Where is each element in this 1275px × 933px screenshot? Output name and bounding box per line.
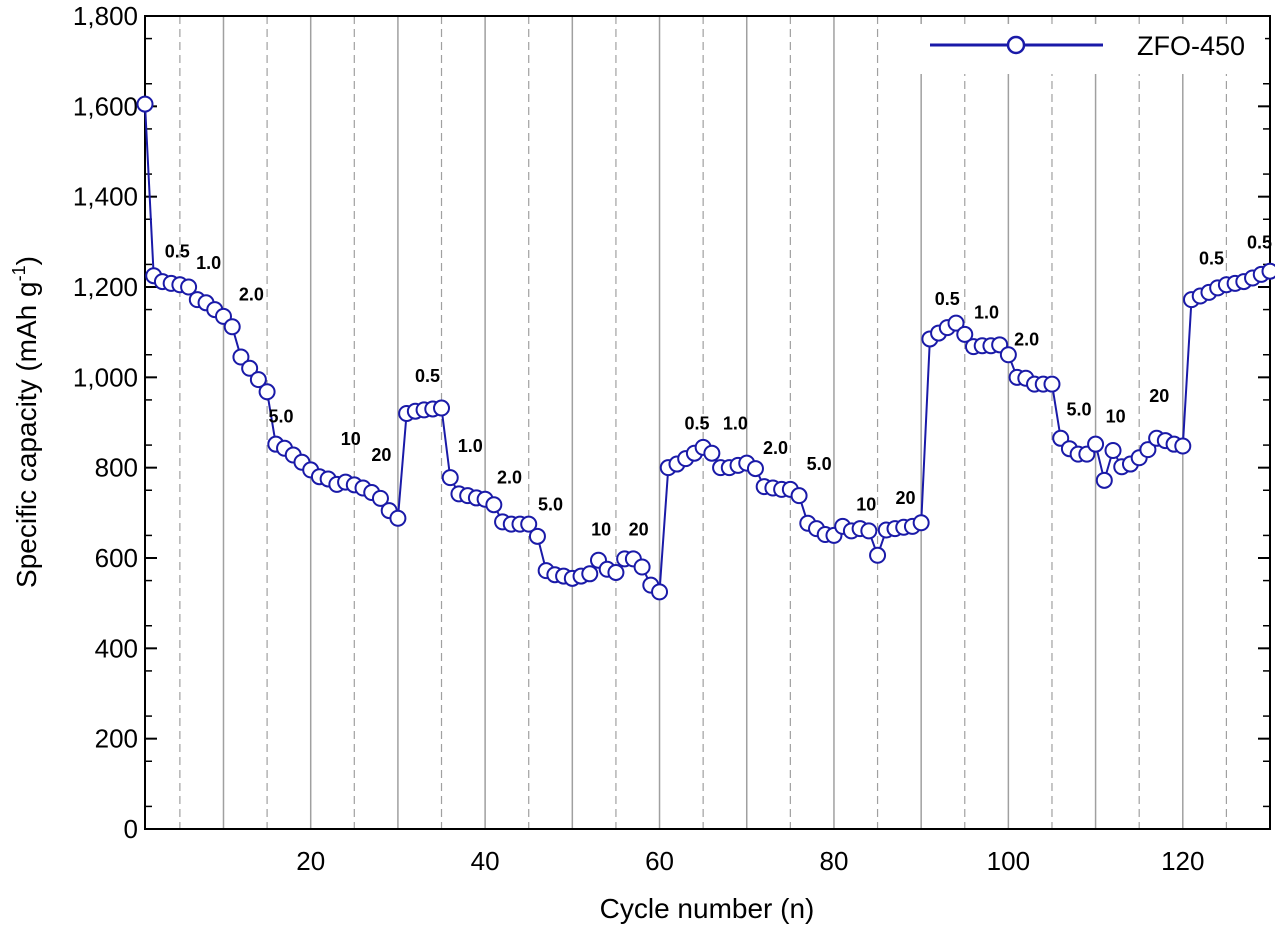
data-point — [581, 565, 599, 583]
data-point — [1043, 375, 1061, 393]
data-point — [528, 527, 546, 545]
rate-label: 2.0 — [239, 285, 264, 305]
rate-label: 1.0 — [196, 253, 221, 273]
rate-label: 0.5 — [935, 289, 960, 309]
data-point — [790, 487, 808, 505]
series-line — [144, 104, 1271, 594]
data-point — [258, 383, 276, 401]
rate-label: 1.0 — [974, 303, 999, 323]
x-tick-labels: 20 40 60 80 100 120 — [296, 846, 1204, 876]
x-axis-title: Cycle number (n) — [600, 893, 815, 924]
rate-label: 5.0 — [807, 454, 832, 474]
x-tick-label: 120 — [1161, 846, 1204, 876]
rate-label: 0.5 — [1247, 233, 1272, 253]
data-point — [633, 558, 651, 576]
x-tick-label: 40 — [471, 846, 500, 876]
data-point — [860, 522, 878, 540]
y-tick-labels: 0 200 400 600 800 1,000 1,200 1,400 1,600 1,800 — [73, 1, 138, 844]
y-tick-label: 1,200 — [73, 272, 138, 302]
data-point — [607, 563, 625, 581]
rate-label: 20 — [629, 519, 649, 539]
data-point — [371, 489, 389, 507]
y-tick-label: 0 — [124, 814, 138, 844]
data-point — [1095, 471, 1113, 489]
data-point — [389, 509, 407, 527]
data-point — [1261, 262, 1275, 280]
data-point — [912, 514, 930, 532]
rate-label: 1.0 — [458, 436, 483, 456]
rate-label: 0.5 — [415, 366, 440, 386]
rate-label: 10 — [856, 495, 876, 515]
data-point — [869, 546, 887, 564]
rate-label: 5.0 — [538, 495, 563, 515]
rate-label: 10 — [1106, 407, 1126, 427]
data-point — [241, 359, 259, 377]
grid-lines — [179, 16, 1227, 829]
y-tick-label: 1,000 — [73, 362, 138, 392]
rate-label: 10 — [341, 429, 361, 449]
data-point — [947, 314, 965, 332]
data-point — [1104, 442, 1122, 460]
data-point — [999, 346, 1017, 364]
data-point — [485, 496, 503, 514]
rate-label: 10 — [591, 519, 611, 539]
data-point — [180, 278, 198, 296]
data-point — [232, 348, 250, 366]
rate-annotations: 0.5 1.0 2.0 5.0 10 20 0.5 1.0 2.0 5.0 10 20 0.5 1.0 2.… — [165, 233, 1272, 540]
y-tick-label: 200 — [95, 724, 138, 754]
rate-label: 2.0 — [1014, 330, 1039, 350]
rate-label: 2.0 — [497, 467, 522, 487]
data-point — [441, 469, 459, 487]
x-tick-label: 60 — [645, 846, 674, 876]
y-tick-label: 1,800 — [73, 1, 138, 31]
legend-label: ZFO-450 — [1137, 31, 1245, 61]
y-tick-label: 1,600 — [73, 91, 138, 121]
data-point — [433, 399, 451, 417]
x-tick-label: 20 — [296, 846, 325, 876]
x-tick-label: 100 — [987, 846, 1030, 876]
legend-box — [915, 24, 1265, 74]
data-point — [703, 444, 721, 462]
rate-label: 20 — [371, 445, 391, 465]
data-point — [136, 95, 154, 113]
rate-label: 0.5 — [1199, 248, 1224, 268]
y-tick-label: 1,400 — [73, 182, 138, 212]
y-tick-label: 600 — [95, 543, 138, 573]
y-axis-title-main: Specific capacity (mAh g — [11, 281, 42, 588]
rate-label: 0.5 — [685, 413, 710, 433]
rate-label: 5.0 — [269, 407, 294, 427]
y-axis-title-end: ) — [11, 256, 42, 265]
data-point — [1174, 437, 1192, 455]
rate-label: 5.0 — [1066, 400, 1091, 420]
x-tick-label: 80 — [819, 846, 848, 876]
data-point — [223, 318, 241, 336]
rate-label: 2.0 — [763, 438, 788, 458]
plot-frame — [144, 15, 1271, 830]
legend-marker — [1006, 35, 1026, 55]
legend: ZFO-450 — [915, 24, 1265, 74]
rate-label: 1.0 — [723, 413, 748, 433]
data-point — [651, 583, 669, 601]
rate-label: 0.5 — [165, 242, 190, 262]
data-point — [1139, 441, 1157, 459]
data-point — [1087, 435, 1105, 453]
y-tick-label: 400 — [95, 633, 138, 663]
y-axis-title-sup: -1 — [9, 265, 29, 281]
data-point — [746, 460, 764, 478]
rate-label: 20 — [1149, 386, 1169, 406]
series-zfo-450 — [136, 95, 1275, 601]
data-point — [956, 325, 974, 343]
y-axis-title: Specific capacity (mAh g-1) — [9, 256, 42, 588]
data-point — [249, 371, 267, 389]
rate-label: 20 — [895, 488, 915, 508]
data-point — [520, 515, 538, 533]
y-tick-label: 800 — [95, 453, 138, 483]
